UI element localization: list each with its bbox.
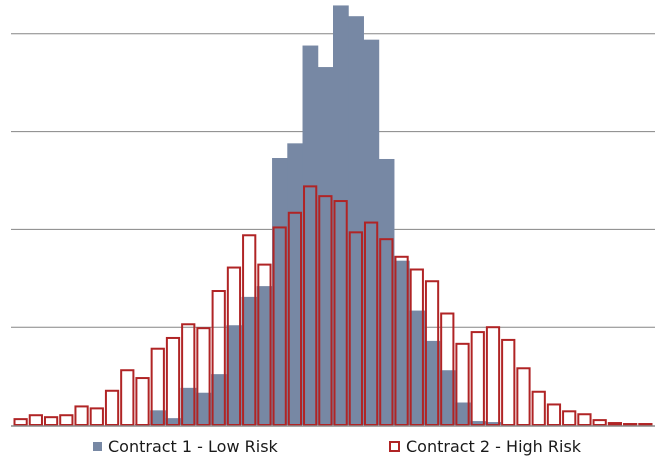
low-risk-bar: [439, 370, 456, 425]
high-risk-bar: [592, 419, 607, 426]
high-risk-bars: [13, 185, 653, 427]
high-risk-bar: [501, 338, 516, 426]
high-risk-bar: [181, 323, 196, 426]
low-risk-bar: [363, 39, 380, 425]
high-risk-bar: [379, 238, 394, 426]
low-risk-bar: [333, 5, 349, 426]
low-risk-bar: [409, 310, 425, 425]
high-risk-bar: [43, 416, 59, 426]
high-risk-bar: [272, 226, 287, 426]
high-risk-bar: [28, 414, 43, 427]
low-risk-bar: [348, 16, 364, 426]
low-risk-bar: [150, 410, 166, 425]
high-risk-bar: [135, 377, 150, 426]
high-risk-bar: [638, 423, 653, 427]
high-risk-bar: [226, 266, 242, 426]
legend-swatch-high-risk: [389, 441, 400, 452]
high-risk-bar: [150, 347, 165, 426]
high-risk-bar: [74, 405, 89, 426]
high-risk-bar: [196, 327, 211, 427]
high-risk-bar: [424, 280, 440, 427]
high-risk-bar: [211, 290, 226, 426]
low-risk-bars: [134, 5, 502, 426]
high-risk-bar: [89, 407, 104, 426]
high-risk-bar: [455, 342, 470, 426]
high-risk-bar: [333, 200, 348, 426]
high-risk-bar: [409, 268, 424, 426]
high-risk-bar: [470, 331, 485, 426]
high-risk-bar: [440, 312, 455, 426]
high-risk-bar: [287, 211, 303, 426]
legend-label-low-risk: Contract 1 - Low Risk: [108, 437, 278, 456]
high-risk-bar: [363, 221, 379, 426]
low-risk-bar: [226, 325, 243, 425]
legend-item-high-risk: Contract 2 - High Risk: [389, 437, 581, 456]
legend-swatch-low-risk: [93, 442, 102, 451]
low-risk-bar: [470, 421, 486, 425]
low-risk-bar: [378, 158, 395, 425]
low-risk-bar: [302, 45, 319, 425]
high-risk-bar: [165, 336, 181, 427]
low-risk-bar: [317, 67, 334, 425]
low-risk-bar: [272, 158, 288, 426]
high-risk-bar: [104, 389, 120, 426]
high-risk-bar: [546, 403, 562, 427]
high-risk-bar: [562, 410, 577, 427]
high-risk-bar: [13, 418, 28, 426]
high-risk-bar: [59, 414, 74, 427]
low-risk-bar: [165, 418, 182, 425]
low-risk-bar: [393, 260, 410, 425]
low-risk-bar: [211, 374, 227, 425]
high-risk-bar: [531, 390, 546, 426]
high-risk-bar: [607, 422, 623, 427]
high-risk-bar: [242, 234, 257, 426]
high-risk-bar: [394, 255, 409, 426]
high-risk-bar: [318, 195, 333, 426]
high-risk-bar: [577, 413, 592, 427]
low-risk-bar: [241, 296, 258, 425]
legend-item-low-risk: Contract 1 - Low Risk: [93, 437, 278, 456]
high-risk-bar: [348, 231, 363, 426]
legend-label-high-risk: Contract 2 - High Risk: [406, 437, 582, 456]
low-risk-bar: [424, 340, 441, 425]
legend: Contract 1 - Low Risk Contract 2 - High …: [0, 437, 669, 461]
high-risk-bar: [120, 369, 135, 426]
high-risk-bar: [623, 423, 638, 427]
low-risk-bar: [180, 387, 197, 425]
low-risk-bar: [195, 392, 212, 425]
high-risk-bar: [516, 367, 531, 426]
low-risk-bar: [454, 402, 471, 425]
high-risk-bar: [485, 326, 501, 427]
high-risk-bar: [257, 263, 272, 426]
low-risk-bar: [256, 286, 273, 425]
high-risk-bar: [303, 185, 318, 426]
low-risk-bar: [485, 422, 502, 425]
